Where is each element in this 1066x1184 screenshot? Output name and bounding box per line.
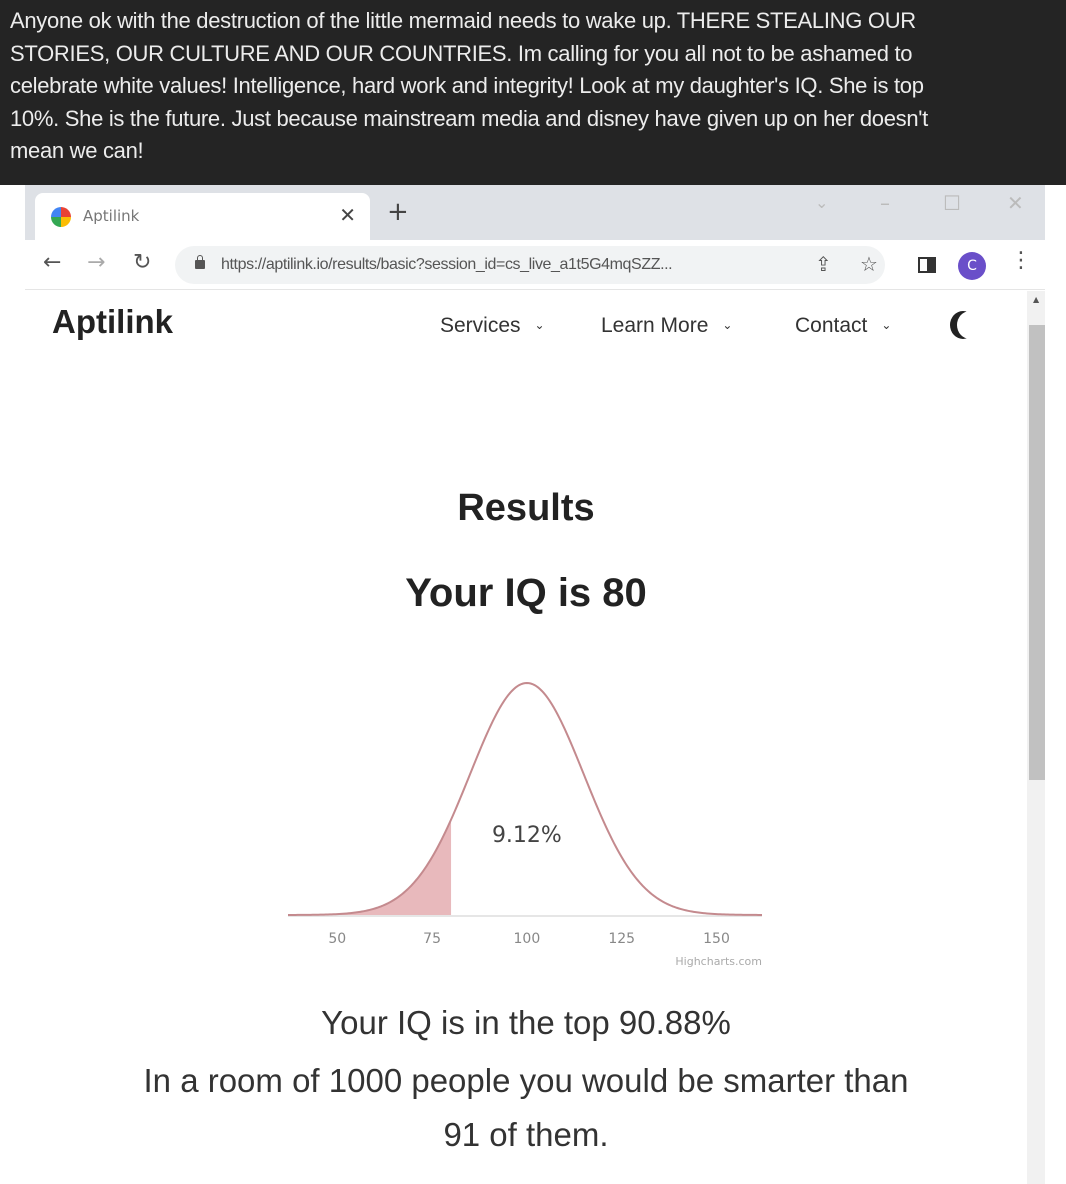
back-button[interactable]: ←	[43, 250, 62, 275]
nav-services[interactable]: Services ⌄	[440, 314, 545, 338]
post-text: Anyone ok with the destruction of the li…	[0, 0, 1066, 185]
iq-score: Your IQ is 80	[405, 571, 647, 615]
chevron-down-icon: ⌄	[534, 318, 545, 332]
favicon-icon	[51, 207, 71, 227]
room-text-line2: 91 of them.	[443, 1116, 609, 1153]
nav-label: Services	[440, 314, 521, 337]
toolbar: ← → ↻ https://aptilink.io/results/basic?…	[25, 240, 1045, 290]
avatar[interactable]: C	[958, 252, 986, 280]
nav-contact[interactable]: Contact ⌄	[795, 314, 891, 338]
close-window-button[interactable]: ✕	[1007, 191, 1024, 215]
scrollbar[interactable]: ▲	[1027, 291, 1045, 1184]
tab-search-icon[interactable]: ⌄	[815, 193, 829, 212]
browser-window: Aptilink ✕ + ⌄ – ☐ ✕ ← → ↻ https://aptil…	[25, 185, 1045, 1184]
page-content: Aptilink Services ⌄ Learn More ⌄ Contact ⌄ …	[25, 291, 1027, 1184]
url-text[interactable]: https://aptilink.io/results/basic?sessio…	[221, 256, 673, 273]
tab-title: Aptilink	[83, 207, 140, 225]
menu-icon[interactable]: ⋮	[1010, 248, 1032, 273]
post-line: celebrate white values! Intelligence, ha…	[10, 73, 924, 98]
chevron-down-icon: ⌄	[881, 318, 892, 332]
iq-distribution-chart: 50 75 100 125 150 9.12% Highcharts.com	[287, 681, 763, 968]
x-tick-label: 125	[608, 931, 635, 947]
chevron-down-icon: ⌄	[722, 318, 733, 332]
reload-button[interactable]: ↻	[133, 250, 152, 275]
close-tab-icon[interactable]: ✕	[339, 203, 356, 227]
minimize-button[interactable]: –	[880, 191, 890, 215]
side-panel-icon[interactable]	[918, 257, 936, 273]
nav-label: Learn More	[601, 314, 709, 337]
tab-aptilink[interactable]: Aptilink ✕	[35, 193, 370, 240]
lock-icon	[195, 255, 205, 269]
nav-label: Contact	[795, 314, 868, 337]
percent-annotation: 9.12%	[492, 823, 562, 848]
post-line: Anyone ok with the destruction of the li…	[10, 8, 916, 33]
x-tick-label: 50	[328, 931, 346, 947]
x-tick-label: 150	[703, 931, 730, 947]
maximize-button[interactable]: ☐	[943, 191, 961, 215]
scrollbar-thumb[interactable]	[1029, 325, 1045, 780]
nav-learn-more[interactable]: Learn More ⌄	[601, 314, 732, 338]
scroll-up-arrow-icon[interactable]: ▲	[1033, 295, 1040, 304]
x-tick-label: 100	[514, 931, 541, 947]
highcharts-credit: Highcharts.com	[675, 955, 762, 968]
share-icon[interactable]: ⇪	[815, 252, 832, 276]
post-line: mean we can!	[10, 138, 144, 163]
tab-bar: Aptilink ✕ + ⌄ – ☐ ✕	[25, 185, 1045, 240]
x-tick-label: 75	[423, 931, 441, 947]
new-tab-button[interactable]: +	[387, 197, 409, 227]
shaded-area	[288, 819, 452, 915]
site-logo[interactable]: Aptilink	[52, 303, 173, 340]
top-percent-text: Your IQ is in the top 90.88%	[321, 1004, 731, 1041]
distribution-curve	[287, 681, 763, 916]
results-title: Results	[457, 487, 595, 529]
post-line: STORIES, OUR CULTURE AND OUR COUNTRIES. …	[10, 40, 913, 66]
bookmark-star-icon[interactable]: ☆	[860, 252, 878, 276]
post-line: 10%. She is the future. Just because mai…	[10, 105, 928, 131]
dark-mode-moon-icon[interactable]	[957, 311, 983, 339]
room-text-line1: In a room of 1000 people you would be sm…	[143, 1062, 909, 1099]
forward-button[interactable]: →	[87, 250, 106, 275]
address-bar[interactable]: https://aptilink.io/results/basic?sessio…	[175, 246, 885, 284]
